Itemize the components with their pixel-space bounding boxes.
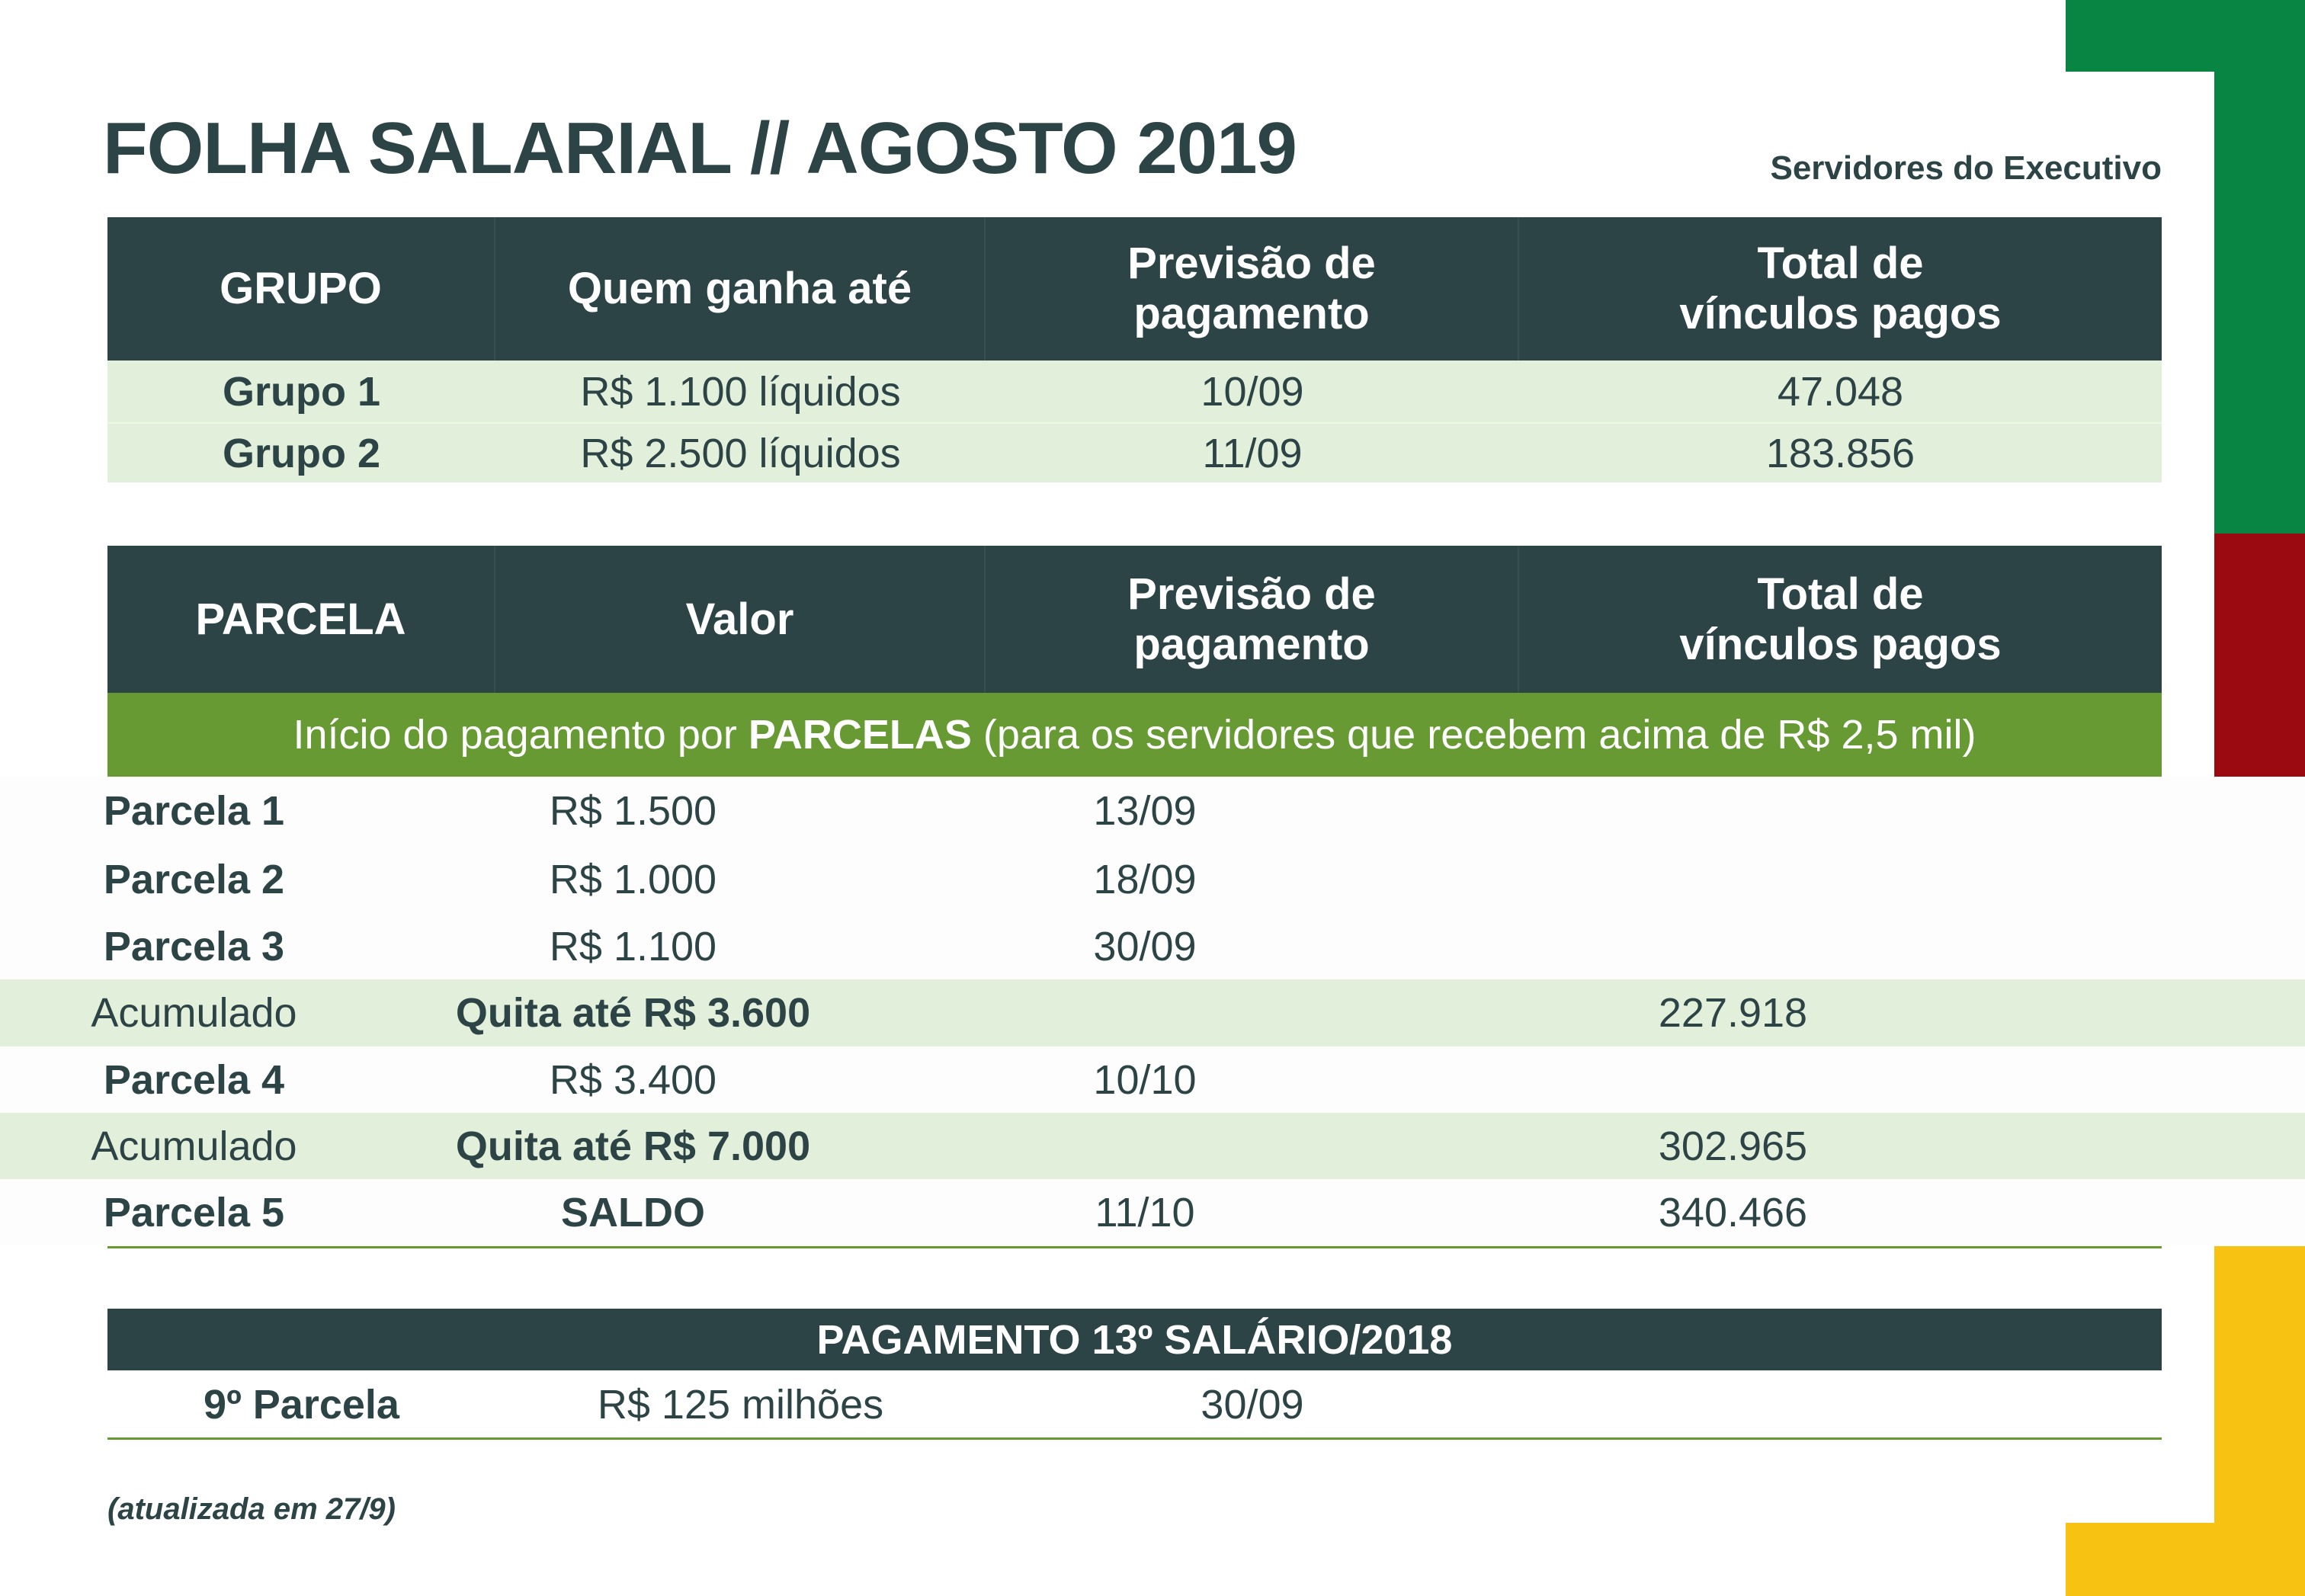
page-subtitle: Servidores do Executivo: [1770, 149, 2162, 187]
header-text: Total de: [1757, 239, 1924, 288]
cell-valor: Quita até R$ 3.600: [455, 990, 811, 1036]
table-row: 9º Parcela R$ 125 milhões 30/09: [107, 1370, 2162, 1438]
cell-parcela: Parcela 2: [103, 856, 285, 902]
cell-valor: R$ 1.100: [549, 923, 717, 969]
banner-text: (para os servidores que recebem acima de…: [971, 712, 1976, 758]
cell-valor: Quita até R$ 7.000: [455, 1123, 811, 1169]
header-text: pagamento: [1133, 289, 1370, 338]
cell-total: 227.918: [1658, 990, 1808, 1036]
table-row: Parcela 5 SALDO 11/10 340.466: [0, 1179, 2305, 1246]
banner-text: Início do pagamento por: [293, 712, 749, 758]
cell-parcela: Parcela 4: [103, 1056, 285, 1103]
cell-total: 47.048: [1777, 368, 1904, 415]
cell-total: [1519, 1370, 2162, 1438]
cell-previsao: 30/09: [1093, 923, 1197, 969]
table-row: Parcela 4 R$ 3.400 10/10: [0, 1046, 2305, 1113]
cell-total: [1412, 777, 2054, 845]
cell-previsao: 18/09: [1093, 856, 1197, 902]
header-valor: Valor: [495, 546, 986, 693]
header-text: Previsão de: [1127, 569, 1376, 619]
cell-parcela: Parcela 3: [103, 923, 285, 969]
header-previsao: Previsão de pagamento: [986, 217, 1519, 361]
cell-previsao: 11/09: [1202, 430, 1303, 476]
parcelas-banner: Início do pagamento por PARCELAS (para o…: [107, 693, 2162, 777]
header-total: Total de vínculos pagos: [1519, 217, 2162, 361]
header-13-salario: PAGAMENTO 13º SALÁRIO/2018: [816, 1316, 1453, 1363]
table-header: PAGAMENTO 13º SALÁRIO/2018: [107, 1309, 2162, 1370]
banner-bold: PARCELAS: [748, 712, 972, 758]
frame-bottom-yellow: [2066, 1523, 2305, 1596]
cell-previsao: 30/09: [1201, 1381, 1304, 1428]
cell-parcela: Parcela 5: [103, 1190, 285, 1235]
cell-parcela: Acumulado: [91, 990, 297, 1036]
header-previsao: Previsão de pagamento: [986, 546, 1519, 693]
cell-total: 340.466: [1658, 1190, 1808, 1235]
header-text: vínculos pagos: [1679, 289, 2002, 338]
header-parcela: PARCELA: [107, 546, 495, 693]
header-text: Total de: [1757, 569, 1924, 619]
footnote: (atualizada em 27/9): [107, 1492, 396, 1526]
cell-valor: R$ 125 milhões: [597, 1381, 884, 1428]
cell-parcela: Parcela 1: [103, 788, 285, 834]
cell-valor: SALDO: [561, 1190, 705, 1235]
parcelas-table: PARCELA Valor Previsão de pagamento Total…: [107, 546, 2162, 1247]
header-total: Total de vínculos pagos: [1519, 546, 2162, 693]
cell-previsao: 13/09: [1093, 788, 1197, 834]
table-row: Grupo 1 R$ 1.100 líquidos 10/09 47.048: [107, 361, 2162, 422]
cell-previsao: 11/10: [1095, 1190, 1195, 1235]
table-row: Acumulado Quita até R$ 7.000 302.965: [0, 1113, 2305, 1179]
cell-valor: R$ 1.000: [549, 856, 717, 902]
divider-line: [107, 1437, 2162, 1440]
cell-ganha: R$ 2.500 líquidos: [580, 430, 901, 476]
cell-previsao: 10/10: [1093, 1056, 1197, 1103]
table-row: Parcela 3 R$ 1.100 30/09: [0, 913, 2305, 979]
cell-ganha: R$ 1.100 líquidos: [580, 368, 901, 415]
cell-total: [1412, 845, 2054, 913]
page-title: FOLHA SALARIAL // AGOSTO 2019: [103, 107, 1297, 189]
cell-total: 302.965: [1658, 1123, 1808, 1169]
divider-line: [107, 1246, 2162, 1248]
header-grupo: GRUPO: [107, 217, 495, 361]
cell-grupo: Grupo 2: [222, 430, 380, 476]
header-text: vínculos pagos: [1679, 619, 2002, 669]
cell-total: [1412, 913, 2054, 979]
header-text: pagamento: [1133, 619, 1370, 669]
frame-green-bar: [2214, 0, 2305, 534]
cell-parcela: 9º Parcela: [204, 1381, 399, 1428]
table-header: GRUPO Quem ganha até Previsão de pagament…: [107, 217, 2162, 361]
cell-valor: R$ 3.400: [549, 1056, 717, 1103]
table-row: Grupo 2 R$ 2.500 líquidos 11/09 183.856: [107, 422, 2162, 482]
table-row: Parcela 1 R$ 1.500 13/09: [0, 777, 2305, 845]
decimo-terceiro-table: PAGAMENTO 13º SALÁRIO/2018 9º Parcela R$…: [107, 1309, 2162, 1438]
header-text: Previsão de: [1127, 239, 1376, 288]
header-quem-ganha: Quem ganha até: [495, 217, 986, 361]
cell-valor: R$ 1.500: [549, 788, 717, 834]
cell-total: [1412, 1046, 2054, 1113]
table-header: PARCELA Valor Previsão de pagamento Total…: [107, 546, 2162, 693]
cell-previsao: [878, 1113, 1412, 1179]
cell-previsao: 10/09: [1201, 368, 1304, 415]
cell-previsao: [878, 979, 1412, 1046]
table-row: Acumulado Quita até R$ 3.600 227.918: [0, 979, 2305, 1046]
cell-parcela: Acumulado: [91, 1123, 297, 1169]
cell-total: 183.856: [1765, 430, 1915, 476]
table-row: Parcela 2 R$ 1.000 18/09: [0, 845, 2305, 913]
groups-table: GRUPO Quem ganha até Previsão de pagament…: [107, 217, 2162, 484]
cell-grupo: Grupo 1: [222, 368, 380, 415]
